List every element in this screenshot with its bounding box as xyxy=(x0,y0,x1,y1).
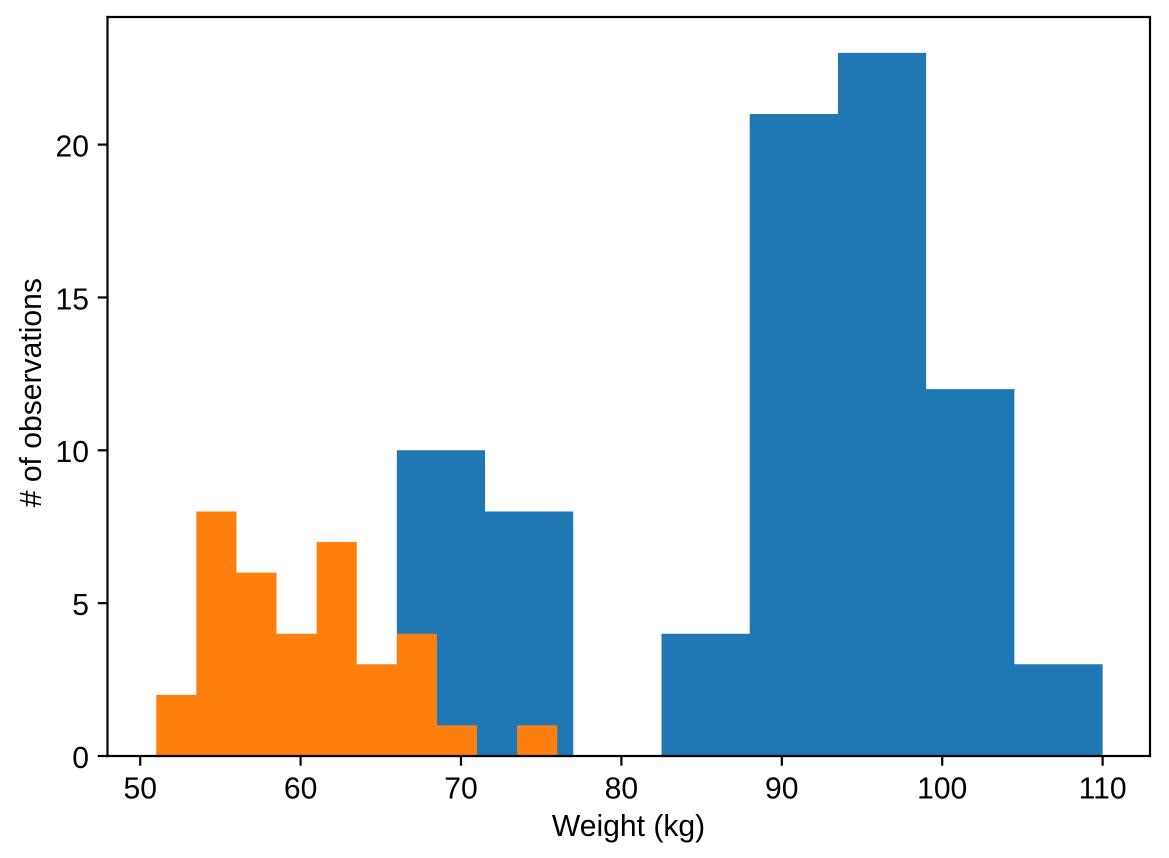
svg-text:110: 110 xyxy=(1079,772,1127,805)
svg-text:90: 90 xyxy=(765,772,798,805)
svg-text:50: 50 xyxy=(123,772,156,805)
svg-text:10: 10 xyxy=(56,436,89,469)
svg-text:15: 15 xyxy=(56,283,89,316)
svg-text:100: 100 xyxy=(917,772,967,805)
svg-text:20: 20 xyxy=(56,130,89,163)
svg-text:60: 60 xyxy=(284,772,317,805)
svg-text:5: 5 xyxy=(72,589,89,622)
svg-text:70: 70 xyxy=(444,772,477,805)
svg-text:# of observations: # of observations xyxy=(15,278,48,507)
svg-text:Weight (kg): Weight (kg) xyxy=(552,810,705,843)
svg-text:80: 80 xyxy=(605,772,638,805)
svg-text:0: 0 xyxy=(72,742,89,775)
